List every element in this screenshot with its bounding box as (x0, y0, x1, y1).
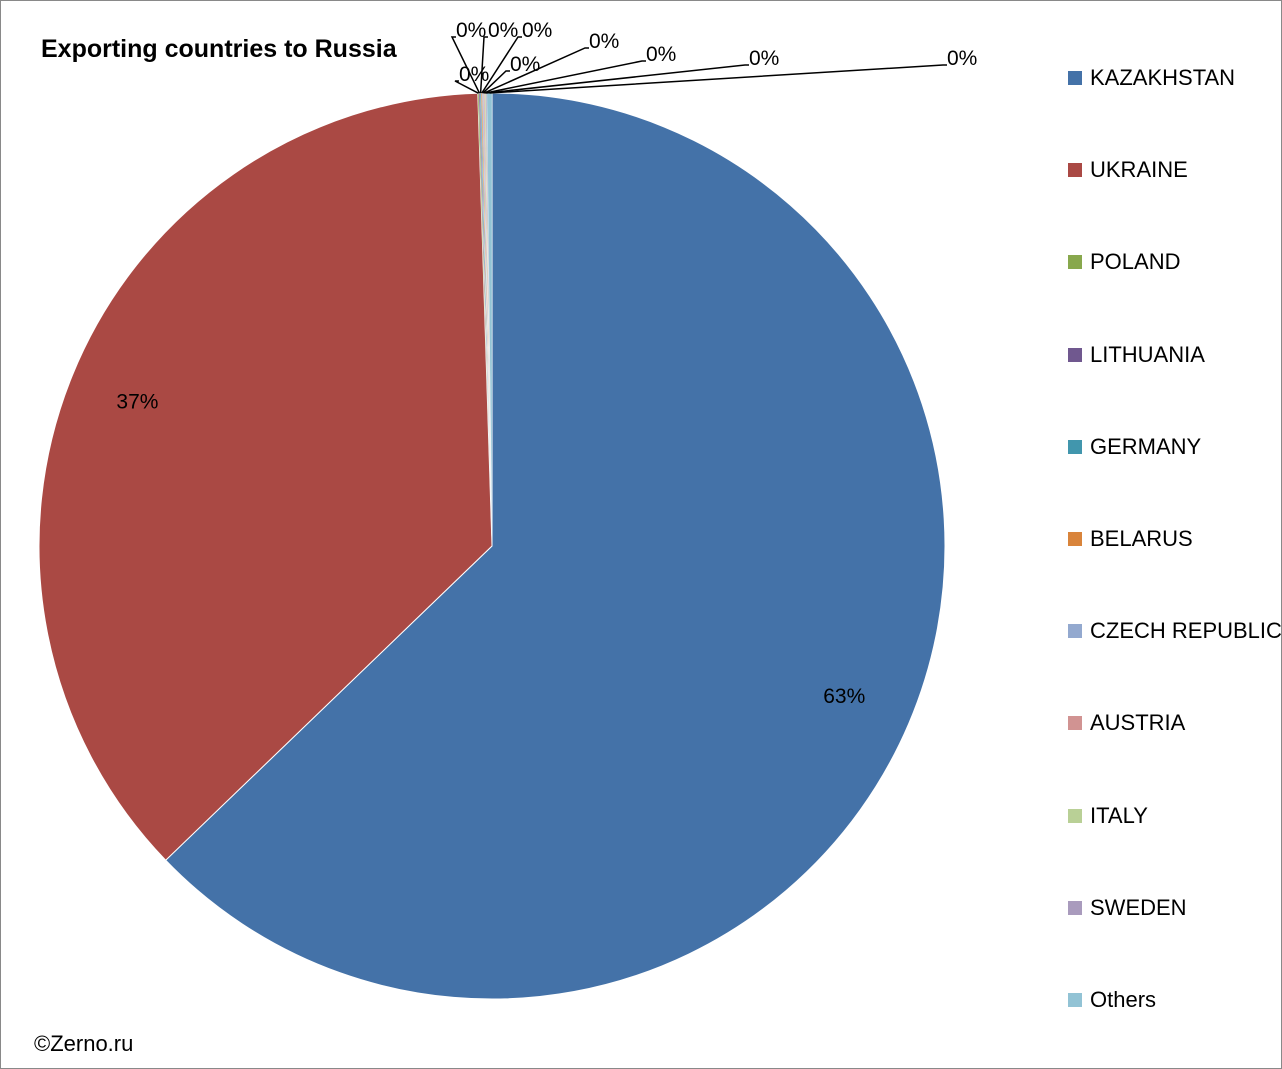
data-label-italy: 0% (646, 43, 676, 66)
data-label-others: 0% (947, 47, 977, 70)
legend-label: CZECH REPUBLIC (1090, 618, 1282, 644)
legend-label: KAZAKHSTAN (1090, 65, 1236, 90)
legend-swatch (1068, 716, 1082, 731)
data-label-austria: 0% (589, 30, 619, 53)
legend-swatch (1068, 71, 1082, 85)
leader-line-italy (485, 60, 646, 94)
legend-item-austria: AUSTRIA (1068, 708, 1185, 738)
legend-item-czech-republic: CZECH REPUBLIC (1068, 616, 1282, 646)
data-labels: 63%37%0%0% 0% 0%0%0%0% 0% 0% (116, 19, 977, 708)
legend-item-germany: GERMANY (1068, 432, 1201, 462)
legend-label: SWEDEN (1090, 894, 1187, 920)
data-label-belarus: 0% (522, 19, 552, 42)
legend-item-ukraine: UKRAINE (1068, 155, 1188, 185)
legend-item-poland: POLAND (1068, 247, 1180, 277)
legend-swatch (1068, 532, 1082, 546)
leader-line-belarus (481, 36, 522, 94)
legend-label: AUSTRIA (1090, 710, 1186, 736)
legend-swatch (1068, 439, 1082, 454)
legend-item-lithuania: LITHUANIA (1068, 340, 1205, 370)
data-label-czech-republic: 0% (510, 53, 540, 76)
legend-item-belarus: BELARUS (1068, 524, 1193, 554)
leader-line-germany (479, 36, 488, 94)
legend-label: Others (1090, 987, 1157, 1012)
pie-plot-area: 63%37%0%0% 0% 0%0%0%0% 0% 0% (38, 19, 977, 1000)
legend-item-sweden: SWEDEN (1068, 893, 1187, 923)
data-label-lithuania: 0% (456, 19, 486, 42)
legend-swatch (1068, 255, 1082, 270)
legend-label: ITALY (1090, 802, 1148, 828)
pie-slice-ukraine (38, 92, 493, 861)
legend-swatch (1068, 993, 1082, 1007)
source-note: ©Zerno.ru (34, 1031, 134, 1056)
legend-item-others: Others (1068, 985, 1156, 1015)
legend-label: LITHUANIA (1090, 341, 1205, 367)
legend-label: POLAND (1090, 249, 1181, 275)
leader-line-sweden (486, 64, 749, 94)
leader-line-austria (483, 47, 589, 94)
legend-swatch (1068, 900, 1082, 915)
pie-slices (38, 92, 946, 1000)
leader-line-lithuania (450, 36, 481, 94)
legend-swatch (1068, 808, 1082, 823)
pie-slice-kazakhstan (164, 92, 946, 1000)
leader-line-others (489, 64, 947, 94)
chart-title: Exporting countries to Russia (41, 35, 397, 63)
data-label-ukraine: 37% (116, 391, 158, 414)
data-label-kazakhstan: 63% (823, 685, 865, 708)
data-label-germany: 0% (488, 19, 518, 42)
data-label-sweden: 0% (749, 47, 779, 70)
legend-swatch (1068, 624, 1082, 639)
legend-swatch (1068, 347, 1082, 362)
leader-lines (450, 36, 947, 94)
legend-label: BELARUS (1090, 526, 1193, 551)
data-label-poland: 0% (459, 63, 489, 86)
leader-line-czech-republic (482, 70, 510, 94)
legend-item-italy: ITALY (1068, 801, 1148, 831)
leader-line-poland (454, 80, 479, 94)
legend-item-kazakhstan: KAZAKHSTAN (1068, 63, 1235, 93)
legend-label: GERMANY (1090, 433, 1202, 459)
legend-swatch (1068, 163, 1082, 178)
legend-label: UKRAINE (1090, 157, 1188, 183)
